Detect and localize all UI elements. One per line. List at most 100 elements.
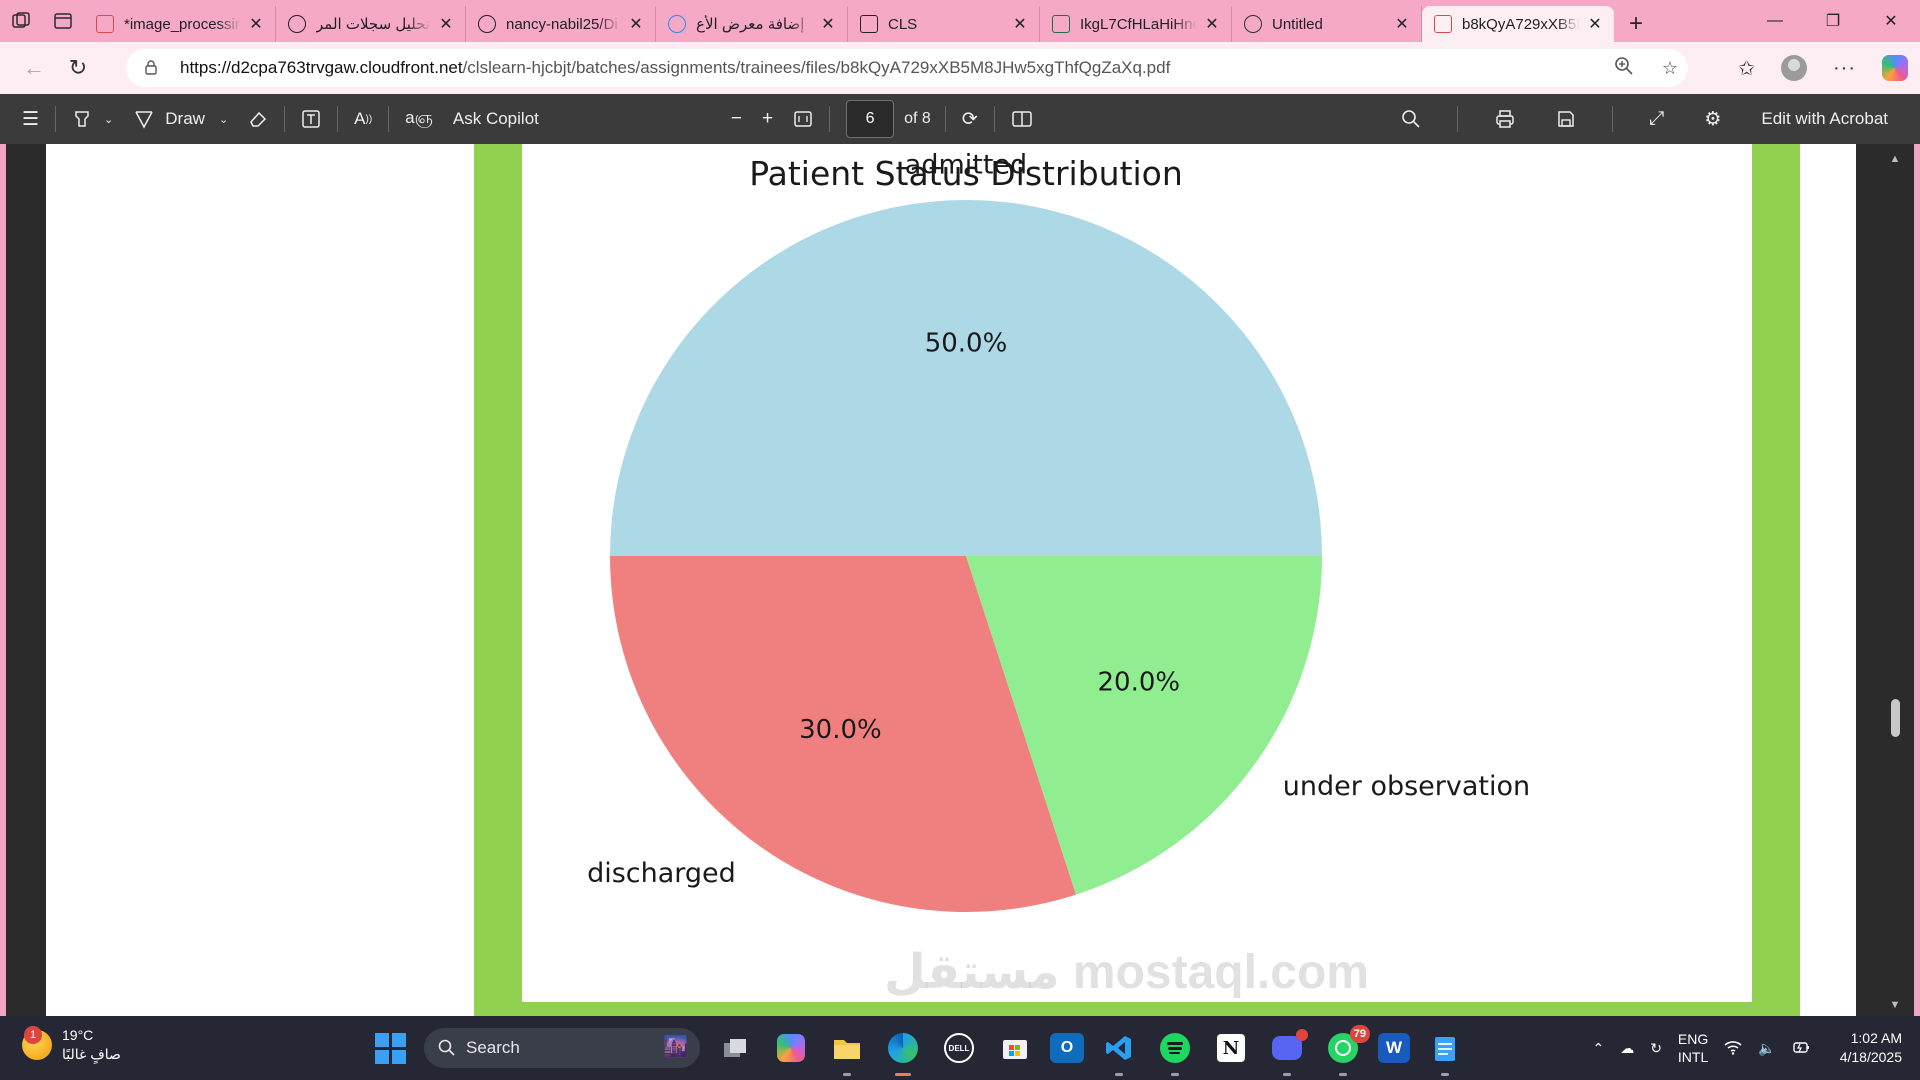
fullscreen-icon[interactable]: ⤢ <box>1649 108 1665 129</box>
toolbar-divider <box>388 106 390 132</box>
browser-tab[interactable]: تحليل سجلات المر ✕ <box>276 6 466 42</box>
page-number-input[interactable]: 6 <box>846 100 895 138</box>
url-input[interactable]: https://d2cpa763trvgaw.cloudfront.net/cl… <box>126 49 1688 87</box>
more-menu-icon[interactable]: ··· <box>1833 56 1856 79</box>
close-tab-icon[interactable]: ✕ <box>1395 16 1409 33</box>
copilot-icon[interactable] <box>1882 55 1908 81</box>
chevron-down-icon[interactable]: ⌄ <box>104 113 114 126</box>
url-text: https://d2cpa763trvgaw.cloudfront.net/cl… <box>180 58 1170 78</box>
scroll-up-icon[interactable]: ▲ <box>1889 153 1901 165</box>
page-view-icon[interactable] <box>1001 94 1043 144</box>
read-aloud-icon[interactable]: A)) <box>354 109 373 128</box>
pie-slice-under-observation <box>966 556 1322 895</box>
toolbar-divider <box>1612 106 1614 132</box>
dell-icon[interactable]: DELL <box>938 1027 980 1069</box>
browser-tab[interactable]: nancy-nabil25/Di ✕ <box>466 6 656 42</box>
windows-start-button[interactable] <box>370 1028 410 1068</box>
close-tab-icon[interactable]: ✕ <box>439 16 453 33</box>
search-icon[interactable] <box>1391 94 1431 144</box>
eraser-icon[interactable] <box>238 94 278 144</box>
onedrive-cloud-icon[interactable]: ☁ <box>1620 1039 1635 1056</box>
show-hidden-icons-chevron-up-icon[interactable]: ⌃ <box>1592 1039 1605 1056</box>
browser-tab[interactable]: Untitled ✕ <box>1232 6 1422 42</box>
edge-browser-icon[interactable] <box>882 1027 924 1076</box>
windows-taskbar: 1 19°C صافٍ غالبًا Search 🌆 DELL <box>0 1016 1920 1080</box>
close-tab-icon[interactable]: ✕ <box>1588 16 1602 33</box>
save-icon[interactable] <box>1546 94 1586 144</box>
chatgpt-icon <box>288 15 306 33</box>
toolbar-divider <box>1457 106 1459 132</box>
ask-copilot-button[interactable]: Ask Copilot <box>452 109 539 128</box>
chevron-down-icon[interactable]: ⌄ <box>218 113 229 126</box>
scrollbar-thumb[interactable] <box>1891 699 1900 737</box>
new-tab-button[interactable]: + <box>1628 10 1643 37</box>
rotate-icon[interactable]: ⟳ <box>961 108 978 130</box>
word-icon[interactable]: W <box>1378 1033 1410 1063</box>
translate-icon[interactable]: aஞ <box>405 108 433 127</box>
pie-slice-admitted <box>610 200 1322 556</box>
tab-title: IkgL7CfHLaHiHnc <box>1080 15 1197 33</box>
temperature: 19°C <box>62 1027 94 1043</box>
favorite-star-icon[interactable]: ☆ <box>1661 57 1678 78</box>
scroll-down-icon[interactable]: ▼ <box>1889 999 1901 1011</box>
draw-button[interactable]: Draw ⌄ <box>123 94 238 144</box>
browser-tab[interactable]: IkgL7CfHLaHiHnc ✕ <box>1040 6 1232 42</box>
notion-icon[interactable]: N <box>1210 1027 1252 1069</box>
browser-tab[interactable]: b8kQyA729xXB5I ✕ <box>1422 6 1614 42</box>
fit-page-icon[interactable] <box>783 94 823 144</box>
browser-tab[interactable]: إضافة معرض الأع ✕ <box>656 6 848 42</box>
zoom-in-icon[interactable]: + <box>761 108 774 129</box>
close-tab-icon[interactable]: ✕ <box>249 16 263 33</box>
vertical-scrollbar[interactable]: ▲ ▼ <box>1884 144 1906 1016</box>
notepad-icon[interactable] <box>1424 1027 1466 1076</box>
workspaces-icon[interactable] <box>0 0 42 42</box>
file-explorer-icon[interactable] <box>826 1027 868 1076</box>
window-controls: — ❐ ✕ <box>1746 0 1920 42</box>
print-icon[interactable] <box>1484 94 1526 144</box>
minimize-button[interactable]: — <box>1767 12 1783 29</box>
back-button[interactable]: ← <box>23 55 45 80</box>
outlook-icon[interactable]: O <box>1050 1033 1084 1063</box>
discord-icon[interactable] <box>1266 1027 1308 1076</box>
weather-description: صافٍ غالبًا <box>62 1046 121 1062</box>
vscode-icon[interactable] <box>1098 1027 1140 1076</box>
spotify-icon[interactable] <box>1154 1027 1196 1076</box>
close-tab-icon[interactable]: ✕ <box>821 16 835 33</box>
browser-tab[interactable]: CLS ✕ <box>848 6 1040 42</box>
tab-title: b8kQyA729xXB5I <box>1462 15 1580 33</box>
close-tab-icon[interactable]: ✕ <box>1205 16 1219 33</box>
microsoft-store-icon[interactable] <box>994 1027 1036 1069</box>
clock[interactable]: 1:02 AM 4/18/2025 <box>1840 1029 1902 1067</box>
pie-category-label: under observation <box>1283 771 1530 802</box>
edit-with-acrobat-button[interactable]: Edit with Acrobat <box>1761 109 1888 128</box>
close-tab-icon[interactable]: ✕ <box>629 16 643 33</box>
close-window-button[interactable]: ✕ <box>1884 13 1898 30</box>
lock-icon[interactable] <box>144 59 162 78</box>
weather-widget[interactable]: 1 19°C صافٍ غالبًا <box>22 1026 121 1064</box>
contents-list-icon[interactable]: ☰ <box>22 108 40 130</box>
wifi-icon[interactable] <box>1724 1039 1742 1058</box>
tab-title: CLS <box>888 15 918 33</box>
tab-actions-icon[interactable] <box>42 0 84 42</box>
favorites-icon[interactable]: ✩ <box>1738 57 1756 80</box>
whatsapp-icon[interactable]: 79 <box>1322 1025 1370 1076</box>
settings-gear-icon[interactable]: ⚙ <box>1704 108 1722 130</box>
volume-icon[interactable]: 🔈 <box>1758 1039 1776 1056</box>
close-tab-icon[interactable]: ✕ <box>1013 16 1027 33</box>
taskbar-search[interactable]: Search 🌆 <box>424 1028 700 1068</box>
battery-icon[interactable] <box>1792 1038 1810 1059</box>
language-primary: ENG <box>1677 1031 1709 1047</box>
browser-tab[interactable]: *image_processin ✕ <box>84 6 276 42</box>
highlight-icon[interactable]: ⌄ <box>62 94 123 144</box>
restore-button[interactable]: ❐ <box>1825 13 1841 30</box>
zoom-out-icon[interactable]: − <box>730 108 742 129</box>
zoom-icon[interactable] <box>1614 56 1634 81</box>
input-language[interactable]: ENG INTL <box>1678 1030 1708 1066</box>
profile-avatar[interactable] <box>1781 55 1808 81</box>
sync-icon[interactable]: ↻ <box>1650 1039 1662 1056</box>
refresh-button[interactable]: ↻ <box>68 55 88 80</box>
draw-label: Draw <box>165 109 205 128</box>
copilot-app-icon[interactable] <box>770 1027 812 1069</box>
task-view-icon[interactable] <box>714 1027 756 1069</box>
add-text-icon[interactable] <box>291 94 331 144</box>
